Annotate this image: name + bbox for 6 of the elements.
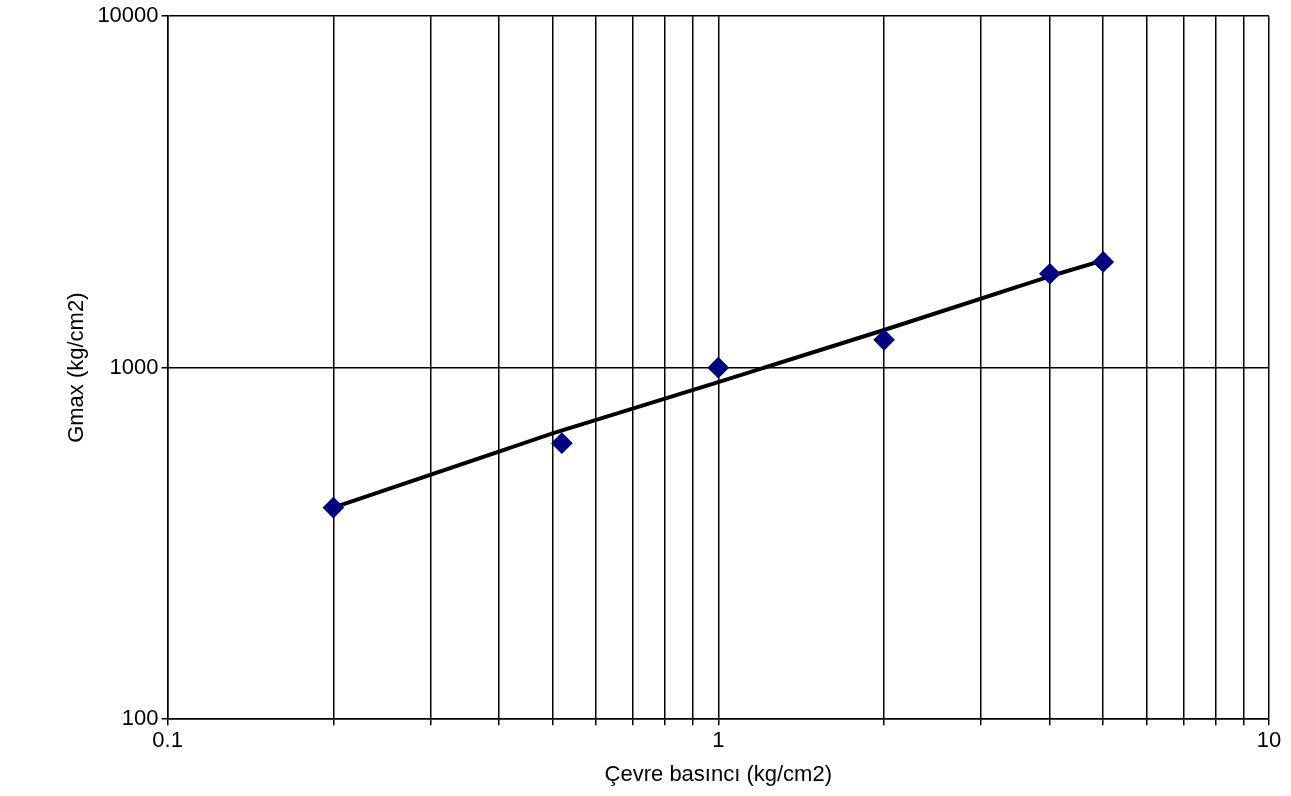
y-axis-title: Gmax (kg/cm2) bbox=[63, 292, 89, 443]
y-tick-label: 10000 bbox=[97, 2, 159, 28]
x-tick-label: 10 bbox=[1256, 727, 1282, 753]
x-axis-title: Çevre basıncı (kg/cm2) bbox=[604, 760, 832, 786]
x-tick-label: 1 bbox=[712, 727, 725, 753]
y-tick-label: 1000 bbox=[109, 353, 159, 379]
